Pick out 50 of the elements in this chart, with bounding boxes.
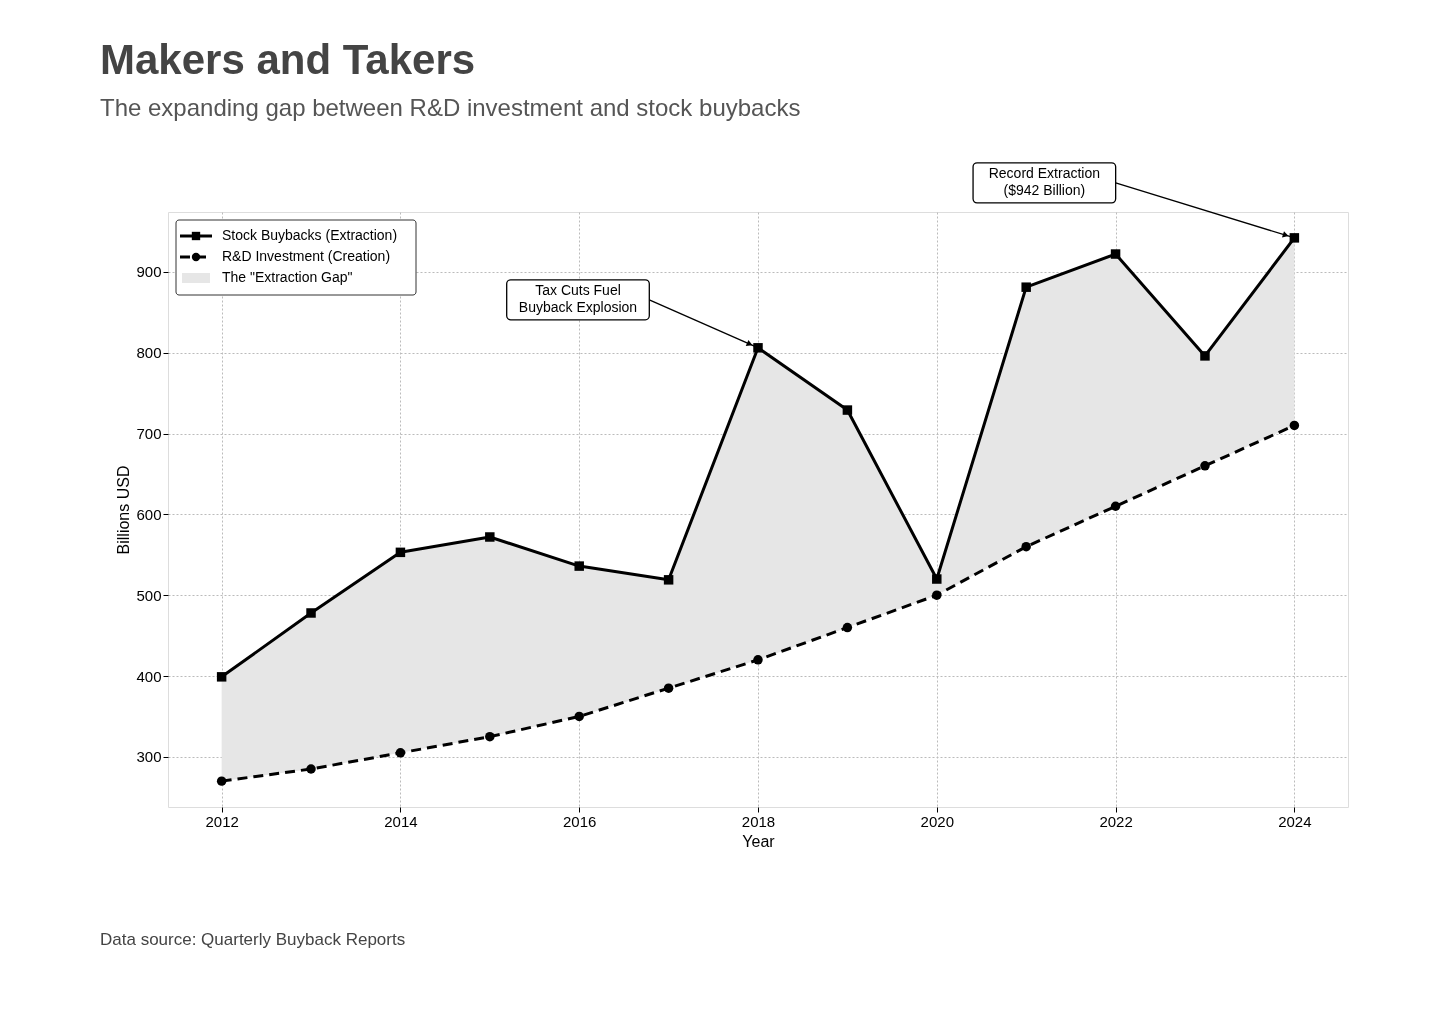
y-tick-label: 800	[136, 344, 162, 362]
point	[306, 764, 316, 774]
x-tick-label: 2016	[563, 812, 597, 830]
legend-label: R&D Investment (Creation)	[222, 248, 391, 264]
point	[753, 655, 763, 665]
y-tick-label: 400	[136, 667, 162, 685]
point	[574, 711, 584, 722]
point	[1200, 351, 1210, 361]
point	[395, 748, 406, 758]
x-tick-label: 2014	[384, 812, 418, 830]
point	[842, 622, 853, 633]
y-axis-title: Billions USD	[115, 465, 133, 555]
y-tick-label: 300	[136, 748, 162, 766]
point	[663, 683, 674, 693]
legend-label: Stock Buybacks (Extraction)	[222, 227, 398, 243]
point	[1289, 233, 1300, 243]
x-axis-title: Year	[742, 832, 776, 850]
point	[216, 672, 227, 682]
point	[1021, 282, 1031, 292]
y-tick-label: 600	[136, 505, 162, 523]
point	[753, 343, 763, 353]
x-tick-label: 2012	[205, 812, 239, 830]
point	[663, 575, 674, 585]
point	[485, 731, 495, 742]
source-note: Data source: Quarterly Buyback Reports	[100, 930, 406, 949]
point	[485, 532, 495, 542]
point	[216, 776, 227, 786]
annotation: Record Extraction ($942 Billion)	[988, 165, 1100, 199]
point	[1110, 501, 1121, 511]
point	[1021, 541, 1031, 552]
point	[932, 590, 942, 600]
chart-subtitle: The expanding gap between R&D investment and stock buybacks	[100, 94, 801, 122]
annotation: Tax Cuts Fuel Buyback Explosion	[518, 282, 638, 316]
point	[932, 574, 942, 584]
point	[395, 547, 406, 558]
point	[842, 405, 853, 415]
x-tick-label: 2024	[1278, 812, 1312, 830]
point	[1200, 461, 1210, 471]
point	[1110, 249, 1121, 259]
x-tick-label: 2020	[920, 812, 954, 830]
x-tick-label: 2018	[741, 812, 776, 830]
y-tick-label: 900	[136, 263, 162, 281]
point	[574, 561, 584, 571]
x-tick-label: 2022	[1099, 812, 1133, 830]
y-tick-label: 700	[136, 425, 162, 443]
point	[1289, 420, 1300, 431]
chart-title: Makers and Takers	[100, 36, 476, 84]
point	[306, 608, 316, 618]
y-tick-label: 500	[136, 586, 162, 604]
legend-label: The "Extraction Gap"	[222, 269, 353, 285]
